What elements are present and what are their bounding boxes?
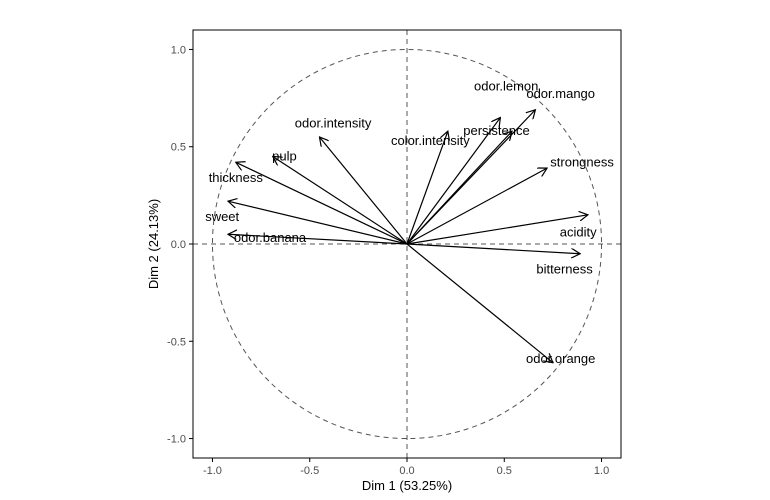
y-tick-label: 1.0 bbox=[171, 44, 186, 56]
arrow-strongness bbox=[406, 168, 547, 245]
label-sweet: sweet bbox=[205, 209, 239, 224]
label-odor-mango: odor.mango bbox=[526, 86, 595, 101]
x-axis-title: Dim 1 (53.25%) bbox=[362, 478, 452, 493]
arrow-odor-banana bbox=[228, 234, 408, 245]
y-tick-label: 0.5 bbox=[171, 142, 186, 154]
y-tick-label: -1.0 bbox=[167, 434, 186, 446]
label-odor-orange: odor.orange bbox=[526, 351, 595, 366]
arrow-pulp bbox=[273, 156, 408, 245]
arrow-thickness bbox=[236, 162, 408, 245]
axis-ticks: -1.0 -0.5 0.0 0.5 1.0 -1.0 -0.5 0.0 0.5 1.0 bbox=[167, 44, 609, 477]
label-odor-intensity: odor.intensity bbox=[295, 115, 372, 130]
label-thickness: thickness bbox=[209, 170, 264, 185]
y-tick-label: -0.5 bbox=[167, 336, 186, 348]
label-color-intensity: color.intensity bbox=[391, 133, 470, 148]
arrow-color-intensity bbox=[406, 131, 448, 245]
y-tick-label: 0.0 bbox=[171, 239, 186, 251]
label-pulp: pulp bbox=[272, 148, 297, 163]
arrow-odor-intensity bbox=[319, 137, 408, 245]
arrow-persistence bbox=[406, 131, 512, 245]
correlation-circle bbox=[211, 48, 603, 440]
x-tick-label: -1.0 bbox=[203, 465, 222, 477]
arrow-odor-orange bbox=[406, 243, 553, 363]
unit-circle bbox=[211, 48, 603, 440]
variable-arrows bbox=[228, 110, 588, 363]
label-bitterness: bitterness bbox=[536, 261, 593, 276]
x-tick-label: 0.0 bbox=[399, 465, 414, 477]
arrow-odor-lemon bbox=[406, 118, 500, 245]
arrow-sweet bbox=[228, 201, 408, 245]
label-persistence: persistence bbox=[463, 123, 529, 138]
label-odor-lemon: odor.lemon bbox=[474, 78, 538, 93]
x-tick-label: 0.5 bbox=[497, 465, 512, 477]
arrow-acidity bbox=[406, 215, 588, 245]
label-acidity: acidity bbox=[560, 224, 597, 239]
x-tick-label: 1.0 bbox=[594, 465, 609, 477]
label-strongness: strongness bbox=[550, 154, 614, 169]
x-tick-label: -0.5 bbox=[300, 465, 319, 477]
arrow-bitterness bbox=[406, 243, 580, 254]
y-axis-title: Dim 2 (24.13%) bbox=[146, 199, 161, 289]
label-odor-banana: odor.banana bbox=[234, 230, 307, 245]
